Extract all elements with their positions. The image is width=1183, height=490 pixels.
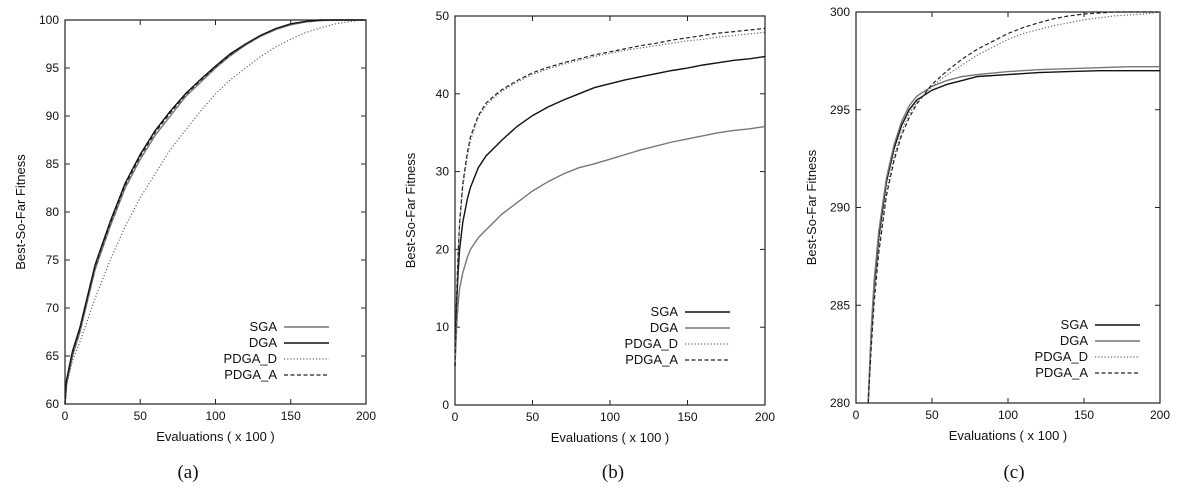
x-tick-label: 50 xyxy=(134,409,148,423)
y-tick-label: 75 xyxy=(46,253,60,267)
y-axis-label: Best-So-Far Fitness xyxy=(13,154,28,270)
y-tick-label: 10 xyxy=(436,320,450,334)
y-tick-label: 95 xyxy=(46,61,60,75)
y-tick-label: 50 xyxy=(436,9,450,23)
y-tick-label: 70 xyxy=(46,301,60,315)
series-line-dga xyxy=(64,19,366,405)
x-axis-label: Evaluations ( x 100 ) xyxy=(156,429,275,444)
y-tick-label: 20 xyxy=(436,242,450,256)
x-tick-label: 0 xyxy=(452,410,459,424)
x-tick-label: 0 xyxy=(62,409,69,423)
series-line-dga xyxy=(454,125,766,367)
panel-caption: (c) xyxy=(1003,462,1024,483)
x-tick-label: 150 xyxy=(281,409,301,423)
plot-frame xyxy=(454,15,766,406)
panel-caption: (a) xyxy=(177,462,198,483)
y-tick-label: 80 xyxy=(46,205,60,219)
chart-panel-1: 60 65 70 75 80 85 90 95 100 0 50 100 150 200 Evaluatio… xyxy=(13,13,376,483)
y-tick-label: 65 xyxy=(46,349,60,363)
legend-label-sga: SGA xyxy=(1061,317,1089,332)
series-line-pdga_d xyxy=(867,11,1161,404)
series-line-pdga_a xyxy=(64,19,366,405)
x-tick-label: 0 xyxy=(853,408,860,422)
x-tick-label: 50 xyxy=(925,408,939,422)
y-tick-label: 40 xyxy=(436,87,450,101)
y-tick-label: 60 xyxy=(46,397,60,411)
x-tick-label: 50 xyxy=(526,410,540,424)
x-tick-label: 200 xyxy=(755,410,775,424)
series-line-pdga_a xyxy=(454,27,766,367)
panel-caption: (b) xyxy=(602,462,624,483)
legend-label-pdga_d: PDGA_D xyxy=(625,336,678,351)
legend-label-pdga_a: PDGA_A xyxy=(224,367,277,382)
y-tick-label: 100 xyxy=(39,13,59,27)
x-tick-label: 150 xyxy=(677,410,697,424)
y-axis-label: Best-So-Far Fitness xyxy=(403,152,418,268)
legend-label-dga: DGA xyxy=(1060,333,1089,348)
y-tick-label: 290 xyxy=(830,201,850,215)
legend-label-sga: SGA xyxy=(651,304,679,319)
x-axis-label: Evaluations ( x 100 ) xyxy=(949,428,1068,443)
y-tick-label: 285 xyxy=(830,298,850,312)
x-tick-label: 100 xyxy=(205,409,225,423)
x-tick-label: 200 xyxy=(1150,408,1170,422)
x-tick-label: 150 xyxy=(1074,408,1094,422)
series-line-pdga_d xyxy=(64,19,367,405)
legend-label-dga: DGA xyxy=(650,320,679,335)
legend-label-pdga_a: PDGA_A xyxy=(625,352,678,367)
series-line-pdga_d xyxy=(454,31,766,367)
series-line-sga xyxy=(454,55,766,367)
chart-panel-3: 280 285 290 295 300 0 50 100 150 200 Evaluations (… xyxy=(804,5,1170,483)
y-tick-label: 90 xyxy=(46,109,60,123)
y-axis-label: Best-So-Far Fitness xyxy=(804,149,819,265)
series-line-dga xyxy=(867,65,1160,404)
plot-frame xyxy=(64,19,367,405)
x-tick-label: 100 xyxy=(600,410,620,424)
x-axis-label: Evaluations ( x 100 ) xyxy=(551,430,670,445)
y-tick-label: 280 xyxy=(830,396,850,410)
legend-label-pdga_d: PDGA_D xyxy=(1035,349,1088,364)
chart-panel-2: 0 10 20 30 40 50 0 50 100 150 200 Evaluations ( x 1… xyxy=(403,9,775,483)
x-tick-label: 100 xyxy=(998,408,1018,422)
y-tick-label: 30 xyxy=(436,165,450,179)
y-tick-label: 295 xyxy=(830,103,850,117)
legend-label-pdga_d: PDGA_D xyxy=(224,351,277,366)
series-line-pdga_a xyxy=(867,11,1160,404)
series-line-sga xyxy=(867,69,1160,404)
y-tick-label: 300 xyxy=(830,5,850,19)
x-tick-label: 200 xyxy=(356,409,376,423)
y-tick-label: 0 xyxy=(442,398,449,412)
legend-label-sga: SGA xyxy=(250,319,278,334)
legend-label-pdga_a: PDGA_A xyxy=(1035,365,1088,380)
legend-label-dga: DGA xyxy=(249,335,278,350)
y-tick-label: 85 xyxy=(46,157,60,171)
series-line-sga xyxy=(64,19,366,405)
